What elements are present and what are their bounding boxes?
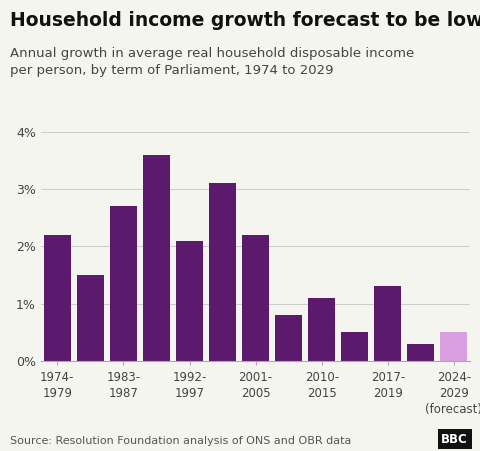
Bar [341,332,368,361]
Bar [440,332,468,361]
Bar [275,315,302,361]
Bar [408,344,434,361]
Text: Household income growth forecast to be low: Household income growth forecast to be l… [10,11,480,30]
Bar [308,298,335,361]
Text: Source: Resolution Foundation analysis of ONS and OBR data: Source: Resolution Foundation analysis o… [10,436,351,446]
Text: BBC: BBC [441,433,468,446]
Bar [374,286,401,361]
Bar [209,184,236,361]
Bar [176,241,203,361]
Text: Annual growth in average real household disposable income
per person, by term of: Annual growth in average real household … [10,47,414,78]
Bar [77,275,104,361]
Bar [110,207,137,361]
Bar [242,235,269,361]
Bar [143,155,170,361]
Bar [44,235,71,361]
